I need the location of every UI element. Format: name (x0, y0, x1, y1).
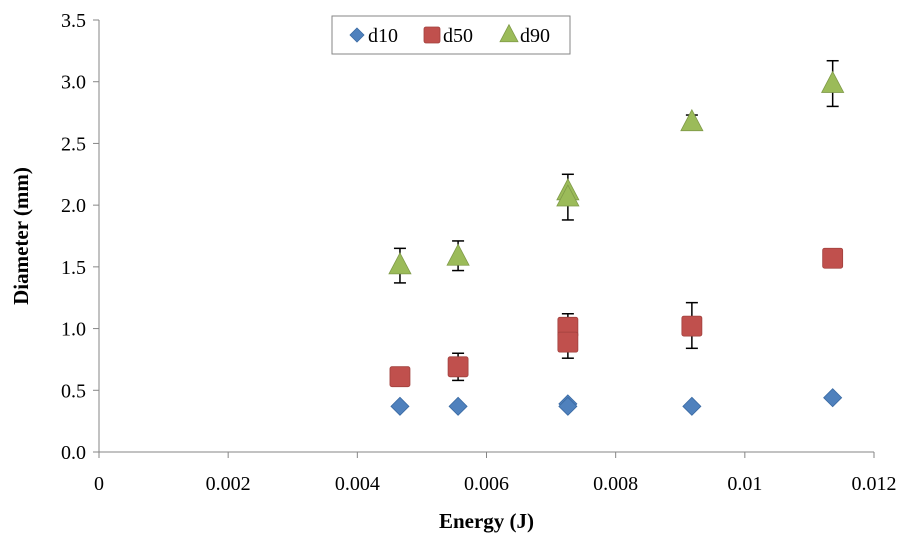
x-tick-label: 0 (94, 473, 104, 495)
legend-box (331, 15, 571, 55)
legend: d10 d50 d90 (331, 15, 571, 55)
y-tick-label: 1.5 (61, 257, 86, 279)
axes: 0.0 0.5 1.0 1.5 2.0 2.5 3.0 3.5 0 0.002 0.004 0.006… (61, 10, 897, 495)
d90-point (388, 252, 412, 275)
x-axis-title: Energy (J) (439, 509, 534, 533)
legend-d90-label: d90 (520, 25, 550, 47)
d50-point (389, 366, 411, 388)
x-tick-label: 0.01 (727, 473, 762, 495)
y-tick-label: 2.0 (61, 195, 86, 217)
legend-d90-marker (499, 23, 519, 43)
x-tick-label: 0.012 (852, 473, 897, 495)
d90-point (446, 243, 470, 266)
y-tick-label: 0.5 (61, 380, 86, 402)
d50-point (681, 315, 703, 337)
y-tick-label: 3.5 (61, 10, 86, 32)
d10-point (558, 396, 578, 416)
d90-point (556, 184, 580, 207)
legend-d10-label: d10 (368, 25, 398, 47)
x-tick-label: 0.004 (335, 473, 380, 495)
y-axis-title: Diameter (mm) (9, 167, 33, 305)
data-markers (388, 70, 845, 416)
d10-point (823, 388, 843, 408)
y-tick-label: 3.0 (61, 72, 86, 94)
x-tick-label: 0.008 (593, 473, 638, 495)
d10-point (682, 396, 702, 416)
d90-point (680, 108, 704, 132)
d10-point (390, 396, 410, 416)
x-tick-label: 0.002 (206, 473, 251, 495)
legend-d50-marker (423, 26, 441, 44)
d50-point (822, 247, 844, 269)
d90-point (821, 70, 845, 93)
d10-point (448, 396, 468, 416)
legend-d50-label: d50 (443, 25, 473, 47)
d50-point (557, 331, 579, 353)
error-bars (393, 59, 839, 382)
y-tick-label: 2.5 (61, 133, 86, 155)
x-tick-label: 0.006 (464, 473, 509, 495)
legend-d10-marker (349, 27, 365, 43)
d50-point (447, 356, 469, 378)
y-tick-label: 0.0 (61, 442, 86, 464)
y-tick-label: 1.0 (61, 319, 86, 341)
